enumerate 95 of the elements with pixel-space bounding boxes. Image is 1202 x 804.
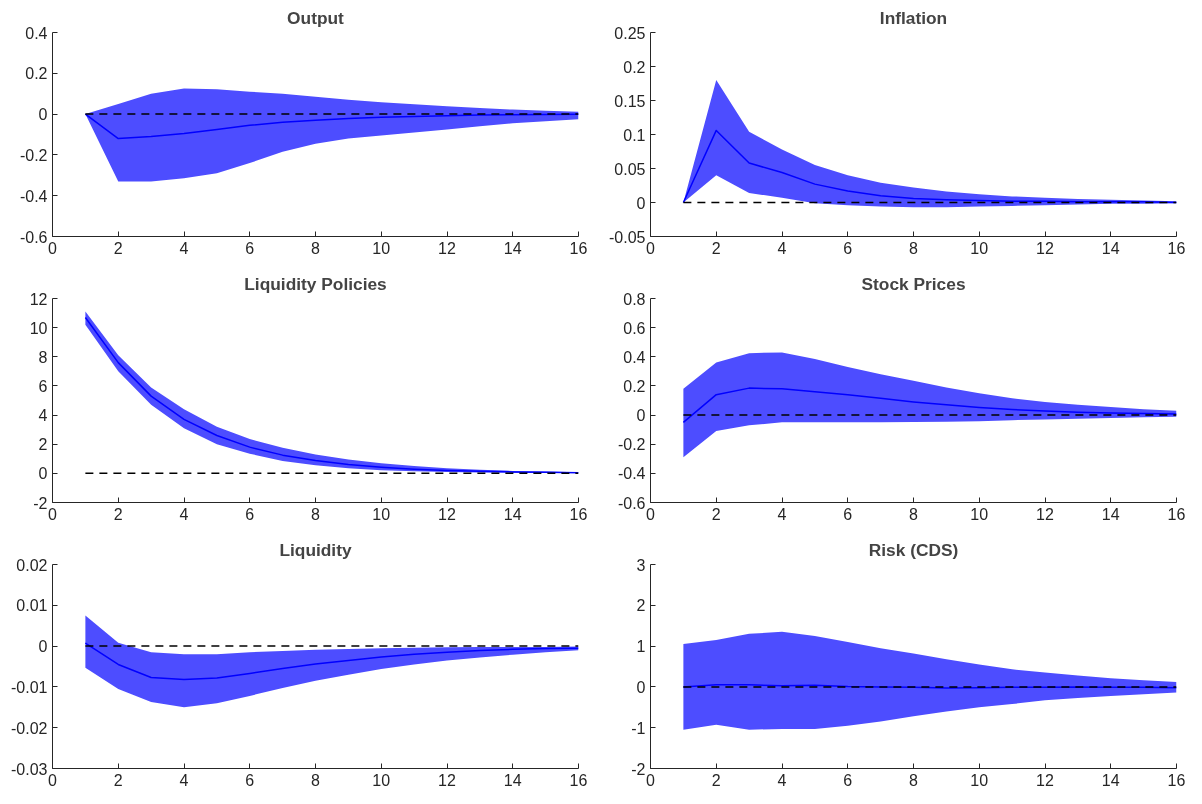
chart-title: Liquidity bbox=[279, 539, 352, 560]
x-tick-label: 4 bbox=[777, 771, 787, 789]
y-tick-label: -2 bbox=[33, 494, 48, 512]
y-tick-label: -0.03 bbox=[11, 760, 48, 778]
x-tick-label: 2 bbox=[113, 771, 123, 789]
x-tick-label: 2 bbox=[113, 505, 123, 523]
chart-title: Stock Prices bbox=[861, 273, 966, 294]
y-tick-label: -0.02 bbox=[11, 719, 48, 737]
y-tick-label: -0.6 bbox=[19, 228, 48, 246]
y-tick-label: -0.05 bbox=[609, 228, 646, 246]
x-tick-label: 16 bbox=[569, 505, 588, 523]
x-tick-label: 12 bbox=[438, 505, 456, 523]
x-tick-label: 8 bbox=[909, 771, 919, 789]
y-tick-label: -2 bbox=[631, 760, 646, 778]
x-tick-label: 10 bbox=[372, 771, 391, 789]
x-tick-label: 2 bbox=[711, 239, 721, 257]
y-tick-label: 0.05 bbox=[614, 160, 646, 178]
x-tick-label: 10 bbox=[372, 505, 391, 523]
x-tick-label: 10 bbox=[970, 505, 989, 523]
x-tick-label: 4 bbox=[777, 505, 787, 523]
x-tick-label: 2 bbox=[711, 771, 721, 789]
y-tick-label: -1 bbox=[631, 719, 646, 737]
y-tick-label: 12 bbox=[29, 290, 48, 308]
chart-title: Risk (CDS) bbox=[868, 539, 959, 560]
x-tick-label: 6 bbox=[843, 239, 853, 257]
x-tick-label: 2 bbox=[113, 239, 123, 257]
y-tick-label: -0.4 bbox=[617, 465, 646, 483]
x-tick-label: 16 bbox=[569, 771, 588, 789]
x-tick-label: 14 bbox=[503, 505, 522, 523]
y-tick-label: -0.2 bbox=[617, 436, 646, 454]
y-tick-label: -0.01 bbox=[11, 678, 48, 696]
y-tick-label: 0 bbox=[38, 106, 48, 124]
x-tick-label: 16 bbox=[1167, 771, 1186, 789]
y-tick-label: 6 bbox=[38, 377, 48, 395]
x-tick-label: 12 bbox=[1036, 239, 1054, 257]
chart-title: Inflation bbox=[879, 7, 948, 28]
x-tick-label: 12 bbox=[438, 771, 456, 789]
x-tick-label: 14 bbox=[503, 239, 522, 257]
y-tick-label: 2 bbox=[38, 436, 48, 454]
y-tick-label: 0.4 bbox=[623, 348, 646, 366]
y-tick-label: 0 bbox=[636, 407, 646, 425]
x-tick-label: 2 bbox=[711, 505, 721, 523]
y-tick-label: 0.01 bbox=[16, 597, 48, 615]
y-tick-label: -0.6 bbox=[617, 494, 646, 512]
x-tick-label: 16 bbox=[1167, 239, 1186, 257]
x-tick-label: 10 bbox=[970, 239, 989, 257]
x-tick-label: 10 bbox=[970, 771, 989, 789]
x-tick-label: 12 bbox=[438, 239, 456, 257]
x-tick-label: 6 bbox=[245, 505, 255, 523]
y-tick-label: 0 bbox=[38, 465, 48, 483]
y-tick-label: 0 bbox=[38, 638, 48, 656]
x-tick-label: 12 bbox=[1036, 771, 1054, 789]
y-tick-label: 0.2 bbox=[623, 377, 646, 395]
x-tick-label: 6 bbox=[245, 771, 255, 789]
y-tick-label: 1 bbox=[636, 638, 646, 656]
x-tick-label: 8 bbox=[909, 505, 919, 523]
x-tick-label: 14 bbox=[1101, 505, 1120, 523]
x-tick-label: 12 bbox=[1036, 505, 1054, 523]
x-tick-label: 8 bbox=[909, 239, 919, 257]
x-tick-label: 14 bbox=[1101, 239, 1120, 257]
y-tick-label: 3 bbox=[636, 556, 646, 574]
x-tick-label: 6 bbox=[843, 505, 853, 523]
x-tick-label: 10 bbox=[372, 239, 391, 257]
y-tick-label: 0.02 bbox=[16, 556, 48, 574]
y-tick-label: 0.6 bbox=[623, 319, 646, 337]
y-tick-label: 0.2 bbox=[25, 65, 48, 83]
x-tick-label: 4 bbox=[179, 505, 189, 523]
x-tick-label: 4 bbox=[179, 771, 189, 789]
y-tick-label: 0.2 bbox=[623, 58, 646, 76]
y-tick-label: 4 bbox=[38, 407, 48, 425]
x-tick-label: 14 bbox=[1101, 771, 1120, 789]
y-tick-label: 0.25 bbox=[614, 24, 646, 42]
y-tick-label: 2 bbox=[636, 597, 646, 615]
y-tick-label: 0.8 bbox=[623, 290, 646, 308]
y-tick-label: 0.1 bbox=[623, 126, 646, 144]
x-tick-label: 8 bbox=[311, 505, 321, 523]
x-tick-label: 14 bbox=[503, 771, 522, 789]
y-tick-label: 10 bbox=[29, 319, 48, 337]
x-tick-label: 4 bbox=[179, 239, 189, 257]
x-tick-label: 8 bbox=[311, 771, 321, 789]
x-tick-label: 16 bbox=[1167, 505, 1186, 523]
chart-title: Output bbox=[287, 7, 345, 28]
y-tick-label: 8 bbox=[38, 348, 48, 366]
y-tick-label: 0.15 bbox=[614, 92, 646, 110]
y-tick-label: 0.4 bbox=[25, 24, 48, 42]
x-tick-label: 6 bbox=[245, 239, 255, 257]
x-tick-label: 4 bbox=[777, 239, 787, 257]
y-tick-label: -0.4 bbox=[19, 187, 48, 205]
y-tick-label: -0.2 bbox=[19, 146, 48, 164]
y-tick-label: 0 bbox=[636, 678, 646, 696]
y-tick-label: 0 bbox=[636, 194, 646, 212]
chart-title: Liquidity Policies bbox=[244, 273, 387, 294]
x-tick-label: 8 bbox=[311, 239, 321, 257]
x-tick-label: 16 bbox=[569, 239, 588, 257]
x-tick-label: 6 bbox=[843, 771, 853, 789]
